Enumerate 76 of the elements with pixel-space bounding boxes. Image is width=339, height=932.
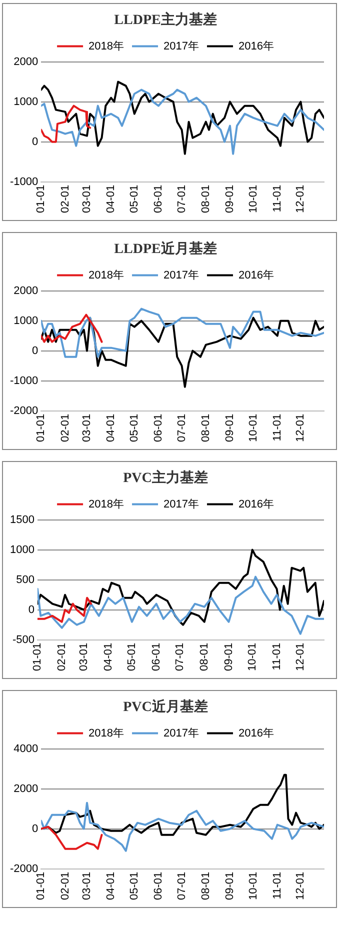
x-tick-label: 07-01: [174, 642, 186, 672]
y-tick-label: 1000: [14, 314, 38, 327]
x-tick-label: 05-01: [128, 184, 140, 214]
x-tick-label: 11-01: [270, 642, 283, 670]
x-tick-label: 06-01: [152, 872, 165, 900]
x-tick-label: 06-01: [150, 642, 162, 672]
x-tick-label: 09-01: [222, 642, 235, 672]
x-tick-label: 05-01: [128, 872, 140, 900]
legend-label: 2016年: [238, 40, 274, 52]
y-tick-label: 2000: [14, 782, 38, 795]
x-tick-label: 04-01: [105, 414, 118, 442]
legend-label: 2016年: [238, 498, 274, 510]
x-tick-label: 08-01: [200, 184, 212, 214]
x-tick-label: 07-01: [176, 872, 188, 900]
x-tick-label: 10-01: [247, 414, 260, 442]
legend-label: 2018年: [88, 498, 124, 510]
chart-title: LLDPE近月基差: [114, 240, 217, 258]
y-tick-label: 0: [32, 136, 38, 148]
chart-title: LLDPE主力基差: [114, 11, 217, 28]
y-tick-label: -500: [12, 634, 34, 646]
x-tick-label: 12-01: [294, 184, 307, 214]
legend-label: 2018年: [88, 269, 124, 282]
x-tick-label: 05-01: [128, 414, 140, 442]
x-tick-label: 05-01: [126, 642, 138, 672]
x-tick-label: 10-01: [247, 872, 260, 900]
x-tick-label: 08-01: [200, 414, 212, 442]
chart-title: PVC近月基差: [123, 698, 208, 716]
x-tick-label: 06-01: [152, 184, 165, 214]
x-tick-label: 02-01: [59, 184, 72, 214]
y-tick-label: 1000: [10, 544, 34, 556]
x-tick-label: 11-01: [271, 872, 284, 900]
x-tick-label: 06-01: [152, 414, 165, 442]
x-tick-label: 03-01: [81, 872, 94, 900]
chart-title: PVC主力基差: [123, 469, 208, 486]
y-tick-label: 500: [16, 574, 34, 586]
x-tick-label: 09-01: [224, 414, 236, 442]
x-tick-label: 12-01: [294, 642, 306, 672]
legend-label: 2018年: [88, 40, 124, 52]
y-tick-label: 2000: [14, 284, 38, 297]
legend-label: 2016年: [238, 269, 274, 282]
y-tick-label: 0: [32, 344, 38, 357]
x-tick-label: 07-01: [176, 414, 188, 442]
x-tick-label: 03-01: [78, 642, 90, 672]
y-tick-label: -1000: [10, 374, 38, 387]
x-tick-label: 08-01: [198, 642, 210, 672]
x-tick-label: 09-01: [224, 184, 236, 214]
y-tick-label: 4000: [14, 742, 38, 755]
x-tick-label: 03-01: [81, 184, 94, 214]
x-tick-label: 02-01: [59, 872, 72, 900]
x-tick-label: 12-01: [294, 872, 307, 900]
legend-label: 2018年: [88, 727, 124, 740]
y-tick-label: 1500: [10, 514, 34, 526]
legend-label: 2017年: [164, 727, 199, 740]
x-tick-label: 10-01: [246, 642, 258, 672]
y-tick-label: 0: [28, 604, 34, 616]
legend-label: 2017年: [164, 269, 199, 282]
x-tick-label: 12-01: [294, 414, 307, 442]
x-tick-label: 04-01: [105, 872, 118, 900]
legend-label: 2016年: [238, 727, 274, 740]
y-tick-label: 0: [32, 822, 38, 835]
x-tick-label: 07-01: [176, 184, 188, 214]
y-tick-label: 2000: [14, 56, 38, 68]
x-tick-label: 02-01: [59, 414, 72, 442]
x-tick-label: 11-01: [271, 184, 284, 212]
legend-label: 2017年: [164, 40, 199, 52]
x-tick-label: 11-01: [271, 414, 284, 442]
y-tick-label: 1000: [14, 96, 38, 108]
legend-label: 2017年: [164, 498, 199, 510]
x-tick-label: 03-01: [81, 414, 94, 442]
x-tick-label: 04-01: [105, 184, 118, 214]
x-tick-label: 04-01: [102, 642, 114, 672]
x-tick-label: 08-01: [200, 872, 212, 900]
x-tick-label: 01-01: [32, 642, 44, 672]
x-tick-label: 09-01: [224, 872, 236, 900]
x-tick-label: 10-01: [247, 184, 260, 214]
x-tick-label: 02-01: [56, 642, 68, 672]
